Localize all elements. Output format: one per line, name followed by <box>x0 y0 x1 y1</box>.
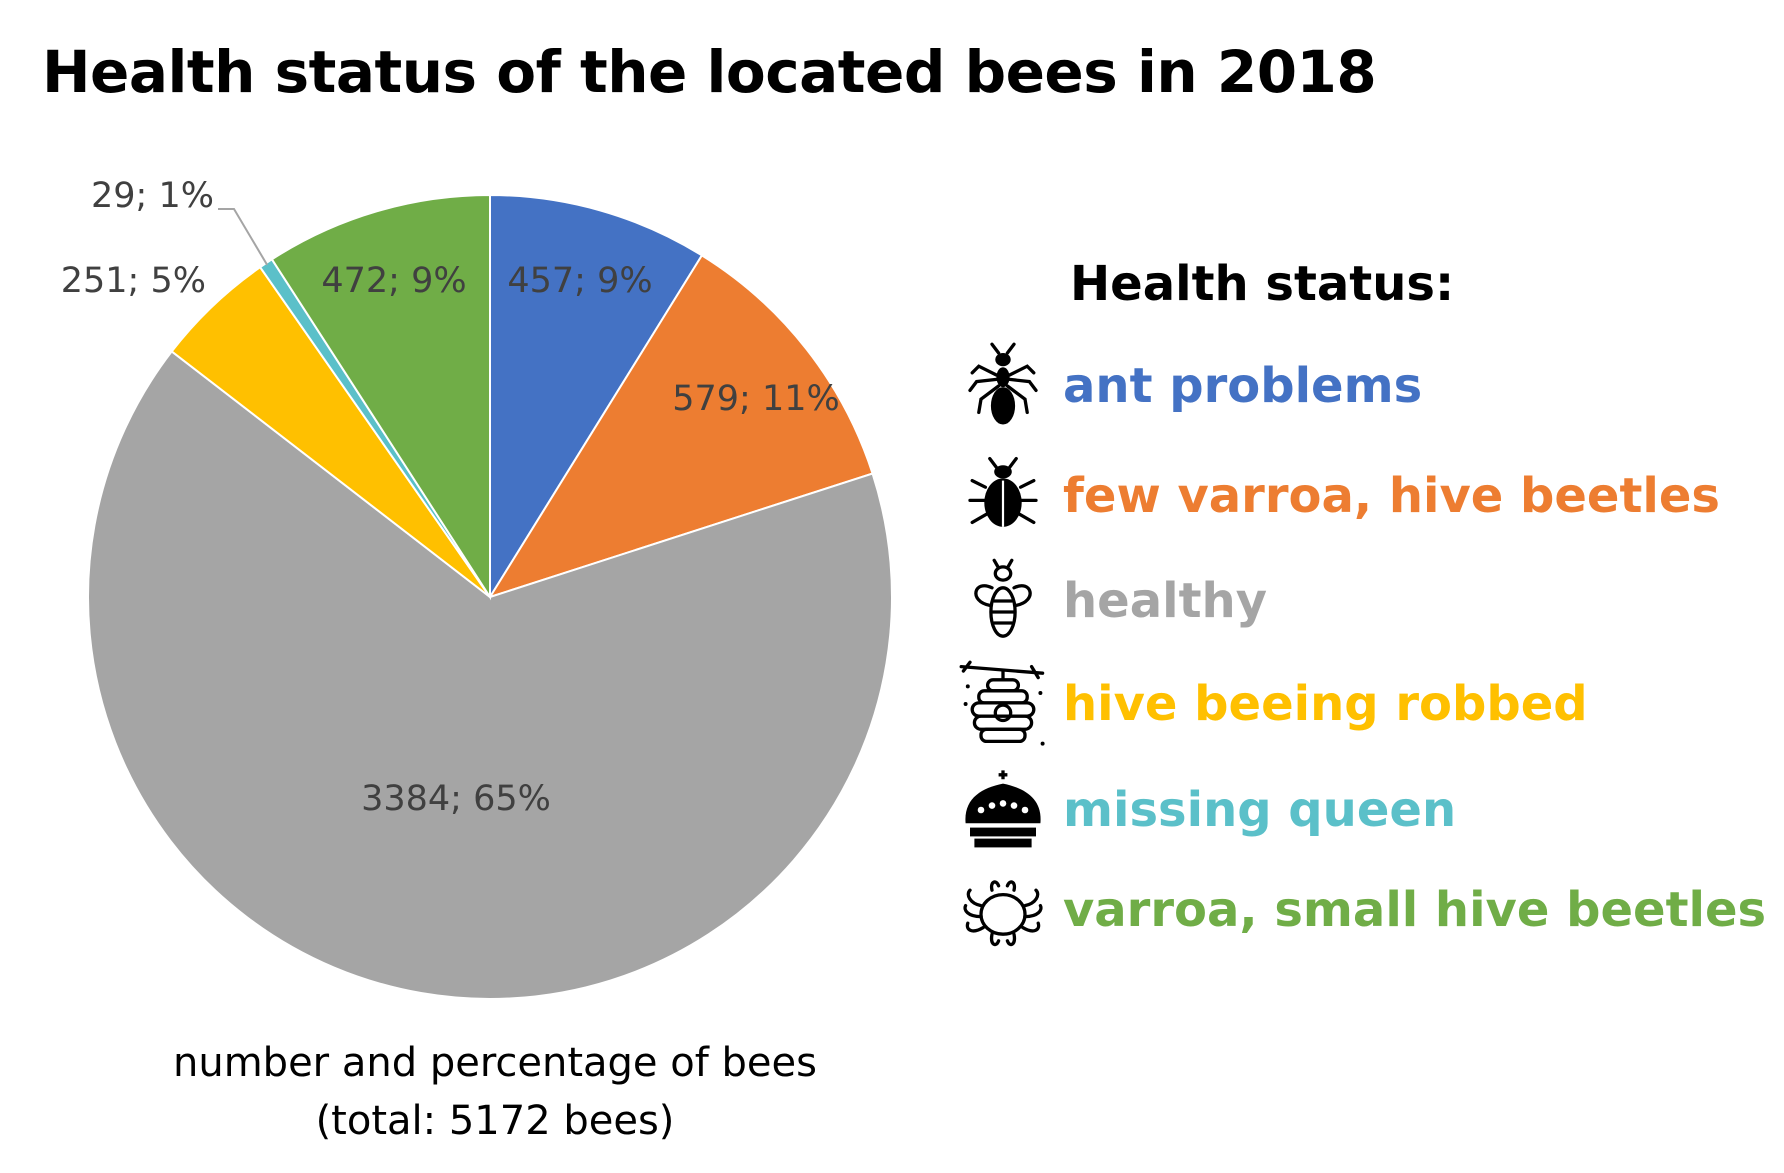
crown-icon <box>955 762 1051 858</box>
slice-data-label: 29; 1% <box>91 176 214 216</box>
slice-data-label: 579; 11% <box>672 379 840 419</box>
caption-line-2: (total: 5172 bees) <box>315 1098 675 1144</box>
bug-outline-icon <box>955 862 1051 958</box>
slice-data-label: 457; 9% <box>507 261 652 301</box>
legend-title: Health status: <box>1070 256 1455 312</box>
chart-title: Health status of the located bees in 201… <box>42 38 1377 106</box>
pie-slice-2 <box>87 350 893 1000</box>
legend-item-ant-problems: ant problems <box>955 338 1422 434</box>
legend-item-healthy: healthy <box>955 553 1267 649</box>
legend-item-varroa-beetles: varroa, small hive beetles <box>955 862 1766 958</box>
beehive-icon <box>955 656 1051 752</box>
legend-label: healthy <box>1063 573 1267 629</box>
leader-line <box>218 208 268 266</box>
slice-data-label: 251; 5% <box>61 261 206 301</box>
legend-label: hive beeing robbed <box>1063 676 1588 732</box>
ant-icon <box>955 338 1051 434</box>
caption-line-1: number and percentage of bees <box>173 1040 817 1086</box>
legend-label: missing queen <box>1063 782 1457 838</box>
slice-data-label: 472; 9% <box>321 261 466 301</box>
legend-label: varroa, small hive beetles <box>1063 882 1767 938</box>
legend-item-few-varroa: few varroa, hive beetles <box>955 448 1720 544</box>
bee-icon <box>955 553 1051 649</box>
legend-item-missing-queen: missing queen <box>955 762 1456 858</box>
slice-data-label: 3384; 65% <box>361 779 551 819</box>
pie-slice-5 <box>270 193 491 601</box>
legend-item-hive-robbed: hive beeing robbed <box>955 656 1588 752</box>
pie-slice-0 <box>489 193 704 601</box>
legend-label: ant problems <box>1063 358 1423 414</box>
pie-slice-1 <box>487 254 874 599</box>
legend-label: few varroa, hive beetles <box>1063 468 1720 524</box>
beetle-icon <box>955 448 1051 544</box>
